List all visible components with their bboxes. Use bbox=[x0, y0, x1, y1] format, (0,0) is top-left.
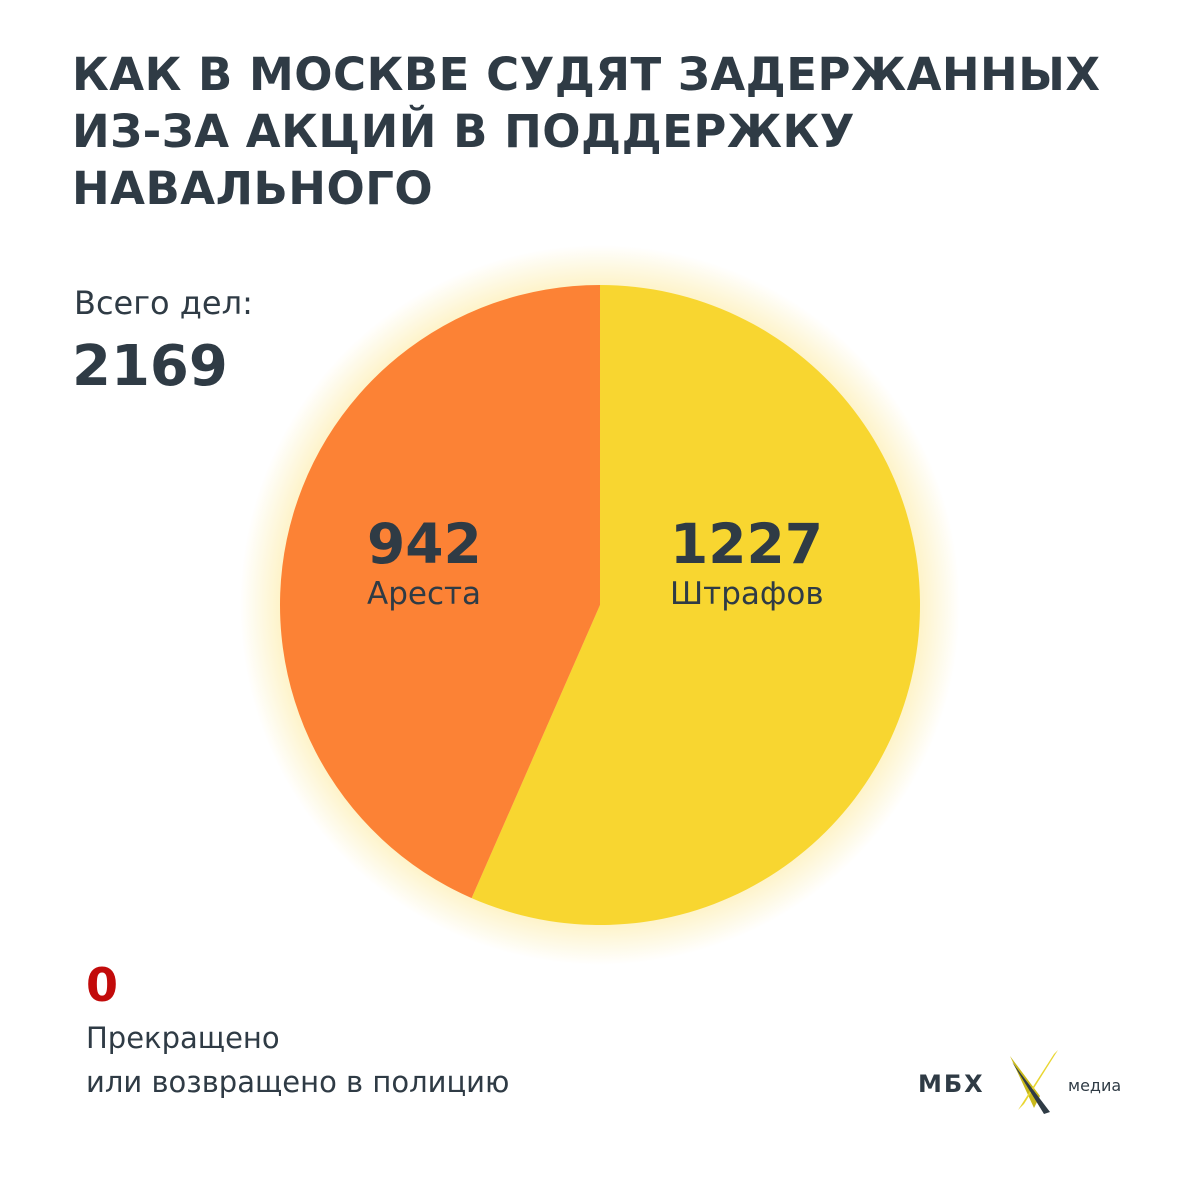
title-line-3: НАВАЛЬНОГО bbox=[72, 162, 434, 215]
slice-label-arrests: Ареста bbox=[367, 576, 481, 612]
pie-slice-fines bbox=[471, 285, 920, 925]
total-cases-label: Всего дел: bbox=[74, 284, 253, 322]
title-line-1: КАК В МОСКВЕ СУДЯТ ЗАДЕРЖАННЫХ bbox=[72, 48, 1101, 101]
terminated-label: Прекращено или возвращено в полицию bbox=[86, 1016, 509, 1104]
slice-label-fines: Штрафов bbox=[670, 576, 824, 612]
pie-slices bbox=[279, 285, 920, 925]
slice-value-fines: 1227 bbox=[670, 512, 823, 576]
terminated-label-line-1: Прекращено bbox=[86, 1021, 280, 1055]
mbx-media-logo: МБХ медиа bbox=[918, 1040, 1138, 1120]
title-line-2: ИЗ-ЗА АКЦИЙ В ПОДДЕРЖКУ bbox=[72, 105, 855, 158]
logo-x-mark bbox=[1010, 1050, 1058, 1114]
logo-media-text: медиа bbox=[1068, 1076, 1122, 1095]
total-cases-value: 2169 bbox=[72, 334, 228, 399]
pie-slice-arrests bbox=[279, 285, 600, 899]
logo-mbx-text: МБХ bbox=[918, 1070, 985, 1098]
terminated-count: 0 bbox=[86, 958, 119, 1012]
slice-value-arrests: 942 bbox=[367, 512, 482, 576]
page-title: КАК В МОСКВЕ СУДЯТ ЗАДЕРЖАННЫХ ИЗ-ЗА АКЦ… bbox=[72, 46, 1152, 217]
terminated-label-line-2: или возвращено в полицию bbox=[86, 1065, 510, 1099]
